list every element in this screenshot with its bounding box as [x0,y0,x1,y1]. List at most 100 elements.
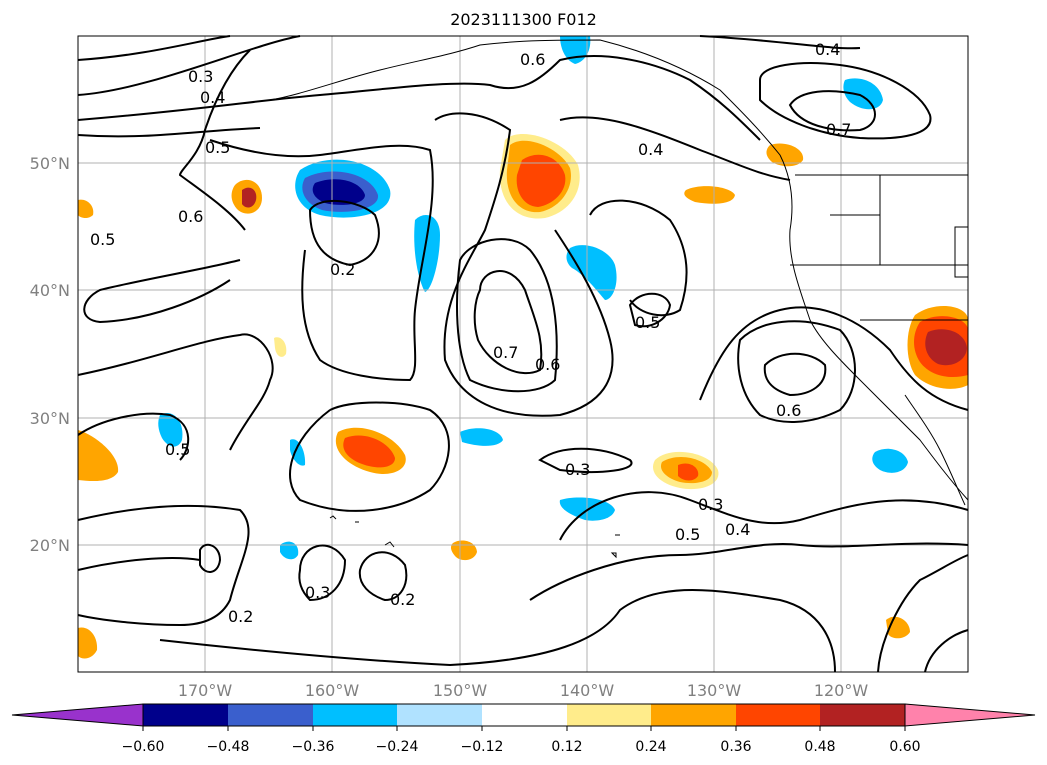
positive-anomaly [78,199,94,219]
lon-label: 170°W [178,681,233,700]
positive-anomaly [678,463,699,481]
contour-line [77,55,761,141]
inset-box [954,226,969,278]
negative-anomaly [566,245,617,300]
colorbar-tick: 0.12 [551,739,582,755]
contour-line [77,412,190,461]
contour-label-group: 0.2 0.2 0.2 0.3 0.3 0.3 0.3 0.4 0.4 0.4 … [90,40,851,626]
contour-line [77,557,201,571]
contour-line [788,90,876,132]
positive-anomaly [242,187,257,208]
contour-line [559,116,791,181]
contour-line [77,35,231,61]
contour-label: 0.5 [90,230,115,249]
contour-lines [77,35,969,673]
contour-label: 0.6 [520,50,545,69]
colorbar-segment [651,704,736,726]
positive-anomaly [343,435,395,468]
contour-line [763,352,827,397]
contour-label: 0.2 [390,590,415,609]
contour-line [699,306,969,411]
lat-label: 50°N [30,154,70,173]
colorbar-extend-right [904,703,1036,727]
colorbar-tick: −0.60 [122,739,165,755]
colorbar-frame [142,703,906,727]
contour-line [699,35,861,50]
contour-label: 0.6 [178,207,203,226]
lon-label: 160°W [305,681,360,700]
colorbar-segment [397,704,482,726]
positive-anomaly [450,540,477,561]
contour-line [589,199,688,317]
colorbar-tick: −0.12 [461,739,504,755]
contour-line [529,542,969,601]
negative-anomaly [872,448,908,473]
colorbar-tick: −0.36 [292,739,335,755]
contour-line [538,447,633,473]
contour-label: 0.6 [535,355,560,374]
contour-line [473,270,543,375]
contour-label: 0.5 [635,313,660,332]
positive-anomaly [684,186,735,204]
contour-line [77,127,261,138]
positive-anomaly [78,627,98,659]
contour-label: 0.3 [565,460,590,479]
lon-label: 150°W [433,681,488,700]
lat-label: 30°N [30,409,70,428]
state-borders [790,175,968,321]
colorbar-segment [313,704,397,726]
positive-anomaly [516,154,566,207]
lon-label: 120°W [814,681,869,700]
contour-label: 0.3 [698,495,723,514]
colorbar-tick: 0.48 [804,739,835,755]
coastlines [269,39,969,559]
contour-line [289,401,450,512]
colorbar-segment [228,704,313,726]
lat-labels: 50°N 40°N 30°N 20°N [30,154,70,555]
contour-line [178,49,251,231]
contour-label: 0.5 [675,525,700,544]
contour-label: 0.4 [200,88,225,107]
contour-line [877,554,969,673]
contour-line [628,292,672,328]
lat-label: 20°N [30,536,70,555]
negative-anomaly [460,428,503,446]
contour-label: 0.4 [815,40,840,59]
contour-line [77,333,274,451]
colorbar: −0.60 −0.48 −0.36 −0.24 −0.12 0.12 0.24 … [11,703,1036,755]
contour-line [924,629,969,673]
lon-label: 130°W [687,681,742,700]
positive-anomaly [925,329,967,366]
colorbar-tick: −0.24 [376,739,419,755]
contour-line [759,62,932,140]
contour-label: 0.3 [188,67,213,86]
contour-line [199,543,222,573]
contour-label: 0.2 [330,260,355,279]
negative-anomaly [290,439,306,466]
contour-line [298,544,347,602]
colorbar-segment [482,704,567,726]
colorbar-segment [143,704,228,726]
negative-anomaly [312,179,365,205]
contour-label: 0.6 [776,401,801,420]
negative-anomaly [843,78,883,110]
contour-line [456,238,558,393]
colorbar-segment [820,704,905,726]
lat-label: 40°N [30,281,70,300]
colorbar-extend-left [11,703,144,727]
contour-label: 0.4 [725,520,750,539]
contour-line [77,35,301,96]
map-title: 2023111300 F012 [450,10,597,29]
baja-coast [904,394,966,506]
colorbar-segment [567,704,651,726]
contour-label: 0.5 [165,440,190,459]
contour-line [83,259,241,324]
positive-anomaly [78,430,119,482]
contour-line [209,139,434,382]
alaska-coast [269,39,969,501]
contour-line [559,491,969,541]
contour-label: 0.3 [305,583,330,602]
colorbar-tick: 0.24 [635,739,666,755]
colorbar-tick: 0.36 [720,739,751,755]
